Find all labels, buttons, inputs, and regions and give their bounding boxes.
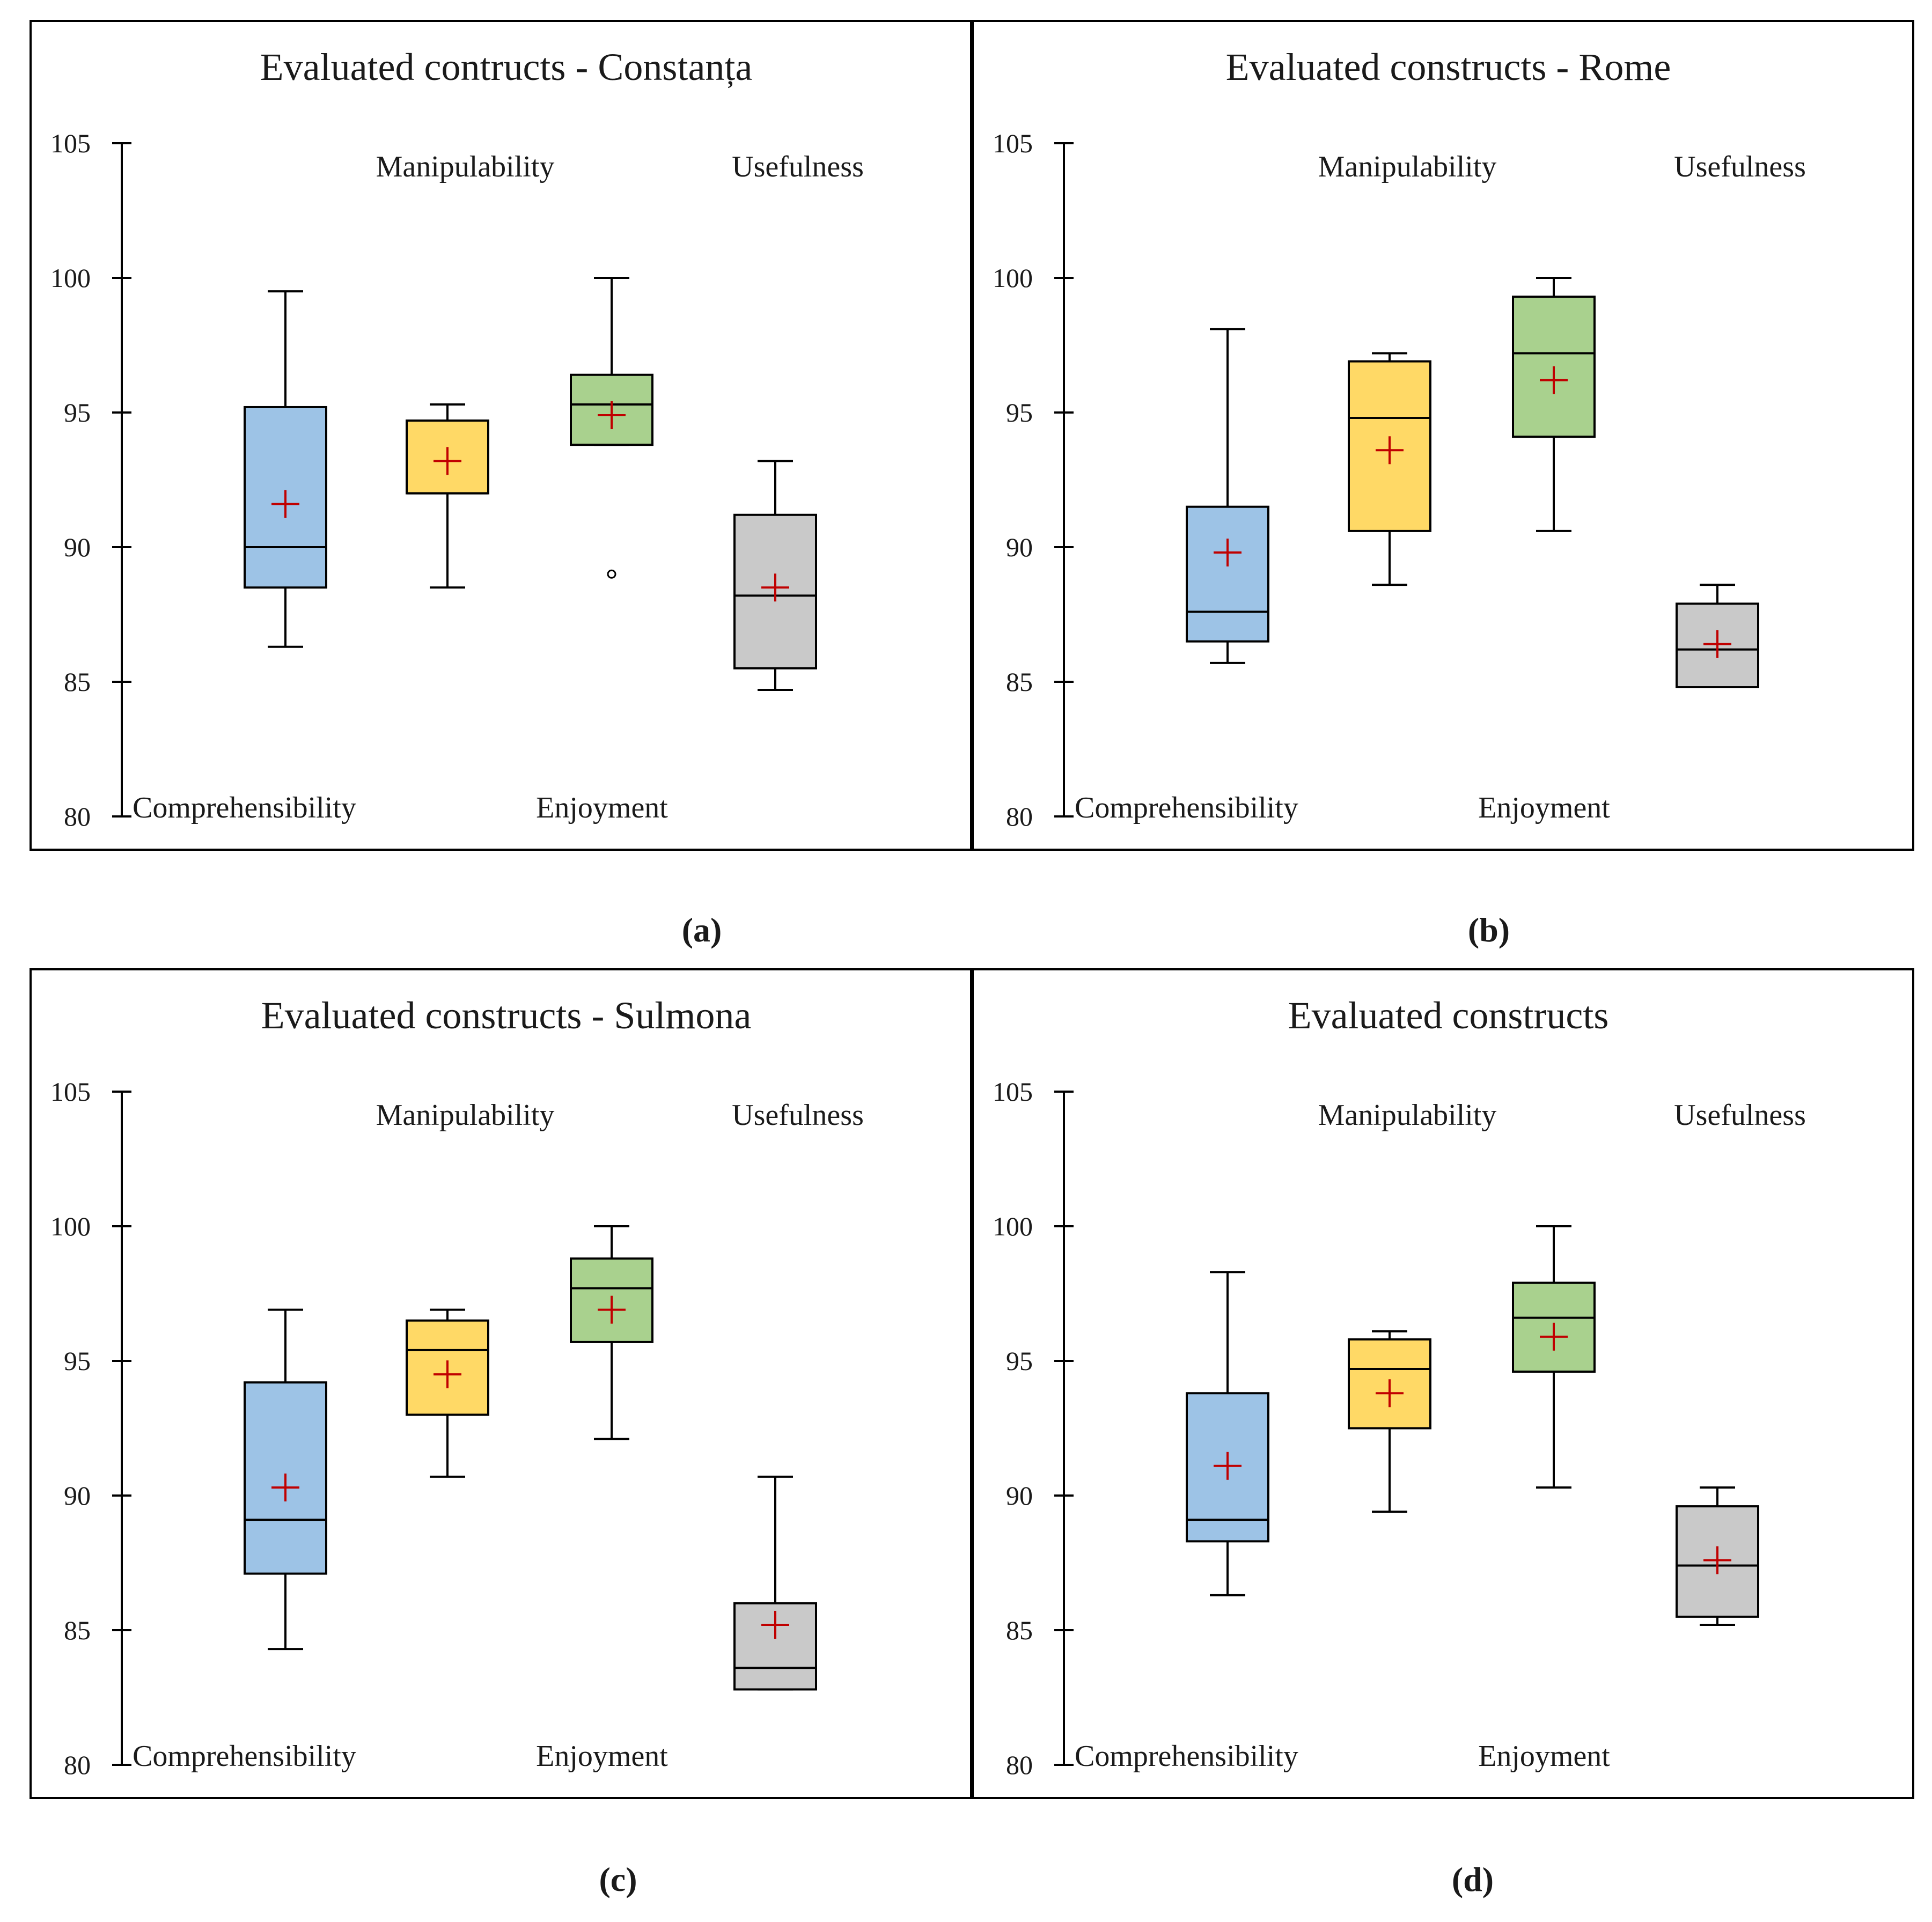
y-tick-label: 105 [50, 128, 91, 158]
chart-title: Evaluated constructs [1288, 994, 1609, 1037]
box-series-usefulness: Usefulness [1674, 150, 1806, 689]
y-tick-label: 95 [64, 397, 91, 428]
y-tick-label: 80 [64, 801, 91, 831]
panel-frame [30, 968, 972, 1799]
category-label: Usefulness [732, 150, 864, 183]
chart-title: Evaluated constructs - Rome [1226, 46, 1671, 89]
y-tick-label: 100 [50, 263, 91, 293]
category-label: Manipulability [376, 150, 555, 183]
chart-panel: Evaluated constructs - Rome 80 85 90 95 100 10… [972, 20, 1914, 851]
category-label: Manipulability [376, 1099, 555, 1132]
category-label: Manipulability [1318, 150, 1497, 183]
panel-frame [972, 20, 1914, 851]
y-tick-label: 105 [993, 128, 1033, 158]
y-tick-label: 100 [993, 263, 1033, 293]
panel-caption: (d) [1452, 1860, 1494, 1898]
category-label: Comprehensibility [1075, 1740, 1298, 1773]
box-series-manipulability: Manipulability [1318, 1099, 1497, 1513]
chart-panel: Evaluated contructs - Constanța 80 85 90 95 1… [30, 20, 972, 851]
category-label: Usefulness [1674, 150, 1806, 183]
box-series-enjoyment: Enjoyment [536, 1225, 668, 1773]
category-label: Enjoyment [536, 1740, 668, 1773]
y-tick-label: 95 [64, 1346, 91, 1376]
y-tick-label: 95 [1006, 1346, 1033, 1376]
box-series-usefulness: Usefulness [732, 150, 864, 691]
chart-panel: Evaluated constructs 80 85 90 95 100 105 Compre… [972, 968, 1914, 1799]
box-series-enjoyment: Enjoyment [536, 277, 668, 824]
category-label: Enjoyment [1478, 1740, 1610, 1773]
box-series-manipulability: Manipulability [1318, 150, 1497, 586]
box-series-manipulability: Manipulability [376, 1099, 555, 1478]
y-tick-label: 90 [64, 532, 91, 562]
category-label: Usefulness [1674, 1099, 1806, 1132]
y-tick-label: 90 [1006, 532, 1033, 562]
box-series-usefulness: Usefulness [732, 1099, 864, 1691]
y-tick-label: 105 [50, 1077, 91, 1107]
chart-title: Evaluated constructs - Sulmona [261, 994, 752, 1037]
box-series-manipulability: Manipulability [376, 150, 555, 589]
category-label: Comprehensibility [1075, 791, 1298, 824]
iqr-box [1676, 602, 1759, 689]
category-label: Manipulability [1318, 1099, 1497, 1132]
y-tick-label: 85 [1006, 1615, 1033, 1645]
category-label: Enjoyment [536, 791, 668, 824]
chart-title: Evaluated contructs - Constanța [260, 46, 753, 89]
y-tick-label: 85 [1006, 667, 1033, 697]
y-tick-label: 85 [64, 1615, 91, 1645]
box-series-comprehensibility: Comprehensibility [1075, 328, 1298, 824]
iqr-box [1186, 505, 1269, 643]
box-series-usefulness: Usefulness [1674, 1099, 1806, 1626]
y-tick-label: 90 [64, 1481, 91, 1511]
panel-caption: (a) [682, 911, 722, 949]
y-tick-label: 90 [1006, 1481, 1033, 1511]
y-tick-label: 80 [1006, 801, 1033, 831]
category-label: Enjoyment [1478, 791, 1610, 824]
category-label: Usefulness [732, 1099, 864, 1132]
box-series-comprehensibility: Comprehensibility [133, 290, 356, 824]
outlier-point [607, 569, 616, 579]
box-series-enjoyment: Enjoyment [1478, 1225, 1610, 1773]
panel-caption: (c) [599, 1860, 637, 1898]
box-series-comprehensibility: Comprehensibility [1075, 1271, 1298, 1773]
y-tick-label: 80 [1006, 1750, 1033, 1780]
y-tick-label: 85 [64, 667, 91, 697]
box-series-enjoyment: Enjoyment [1478, 277, 1610, 824]
y-tick-label: 105 [993, 1077, 1033, 1107]
panel-frame [30, 20, 972, 851]
panel-frame [972, 968, 1914, 1799]
category-label: Comprehensibility [133, 791, 356, 824]
panel-caption: (b) [1468, 911, 1510, 949]
y-tick-label: 100 [50, 1211, 91, 1241]
y-tick-label: 80 [64, 1750, 91, 1780]
chart-panel: Evaluated constructs - Sulmona 80 85 90 95 10… [30, 968, 972, 1799]
category-label: Comprehensibility [133, 1740, 356, 1773]
y-tick-label: 100 [993, 1211, 1033, 1241]
y-tick-label: 95 [1006, 397, 1033, 428]
box-series-comprehensibility: Comprehensibility [133, 1308, 356, 1773]
